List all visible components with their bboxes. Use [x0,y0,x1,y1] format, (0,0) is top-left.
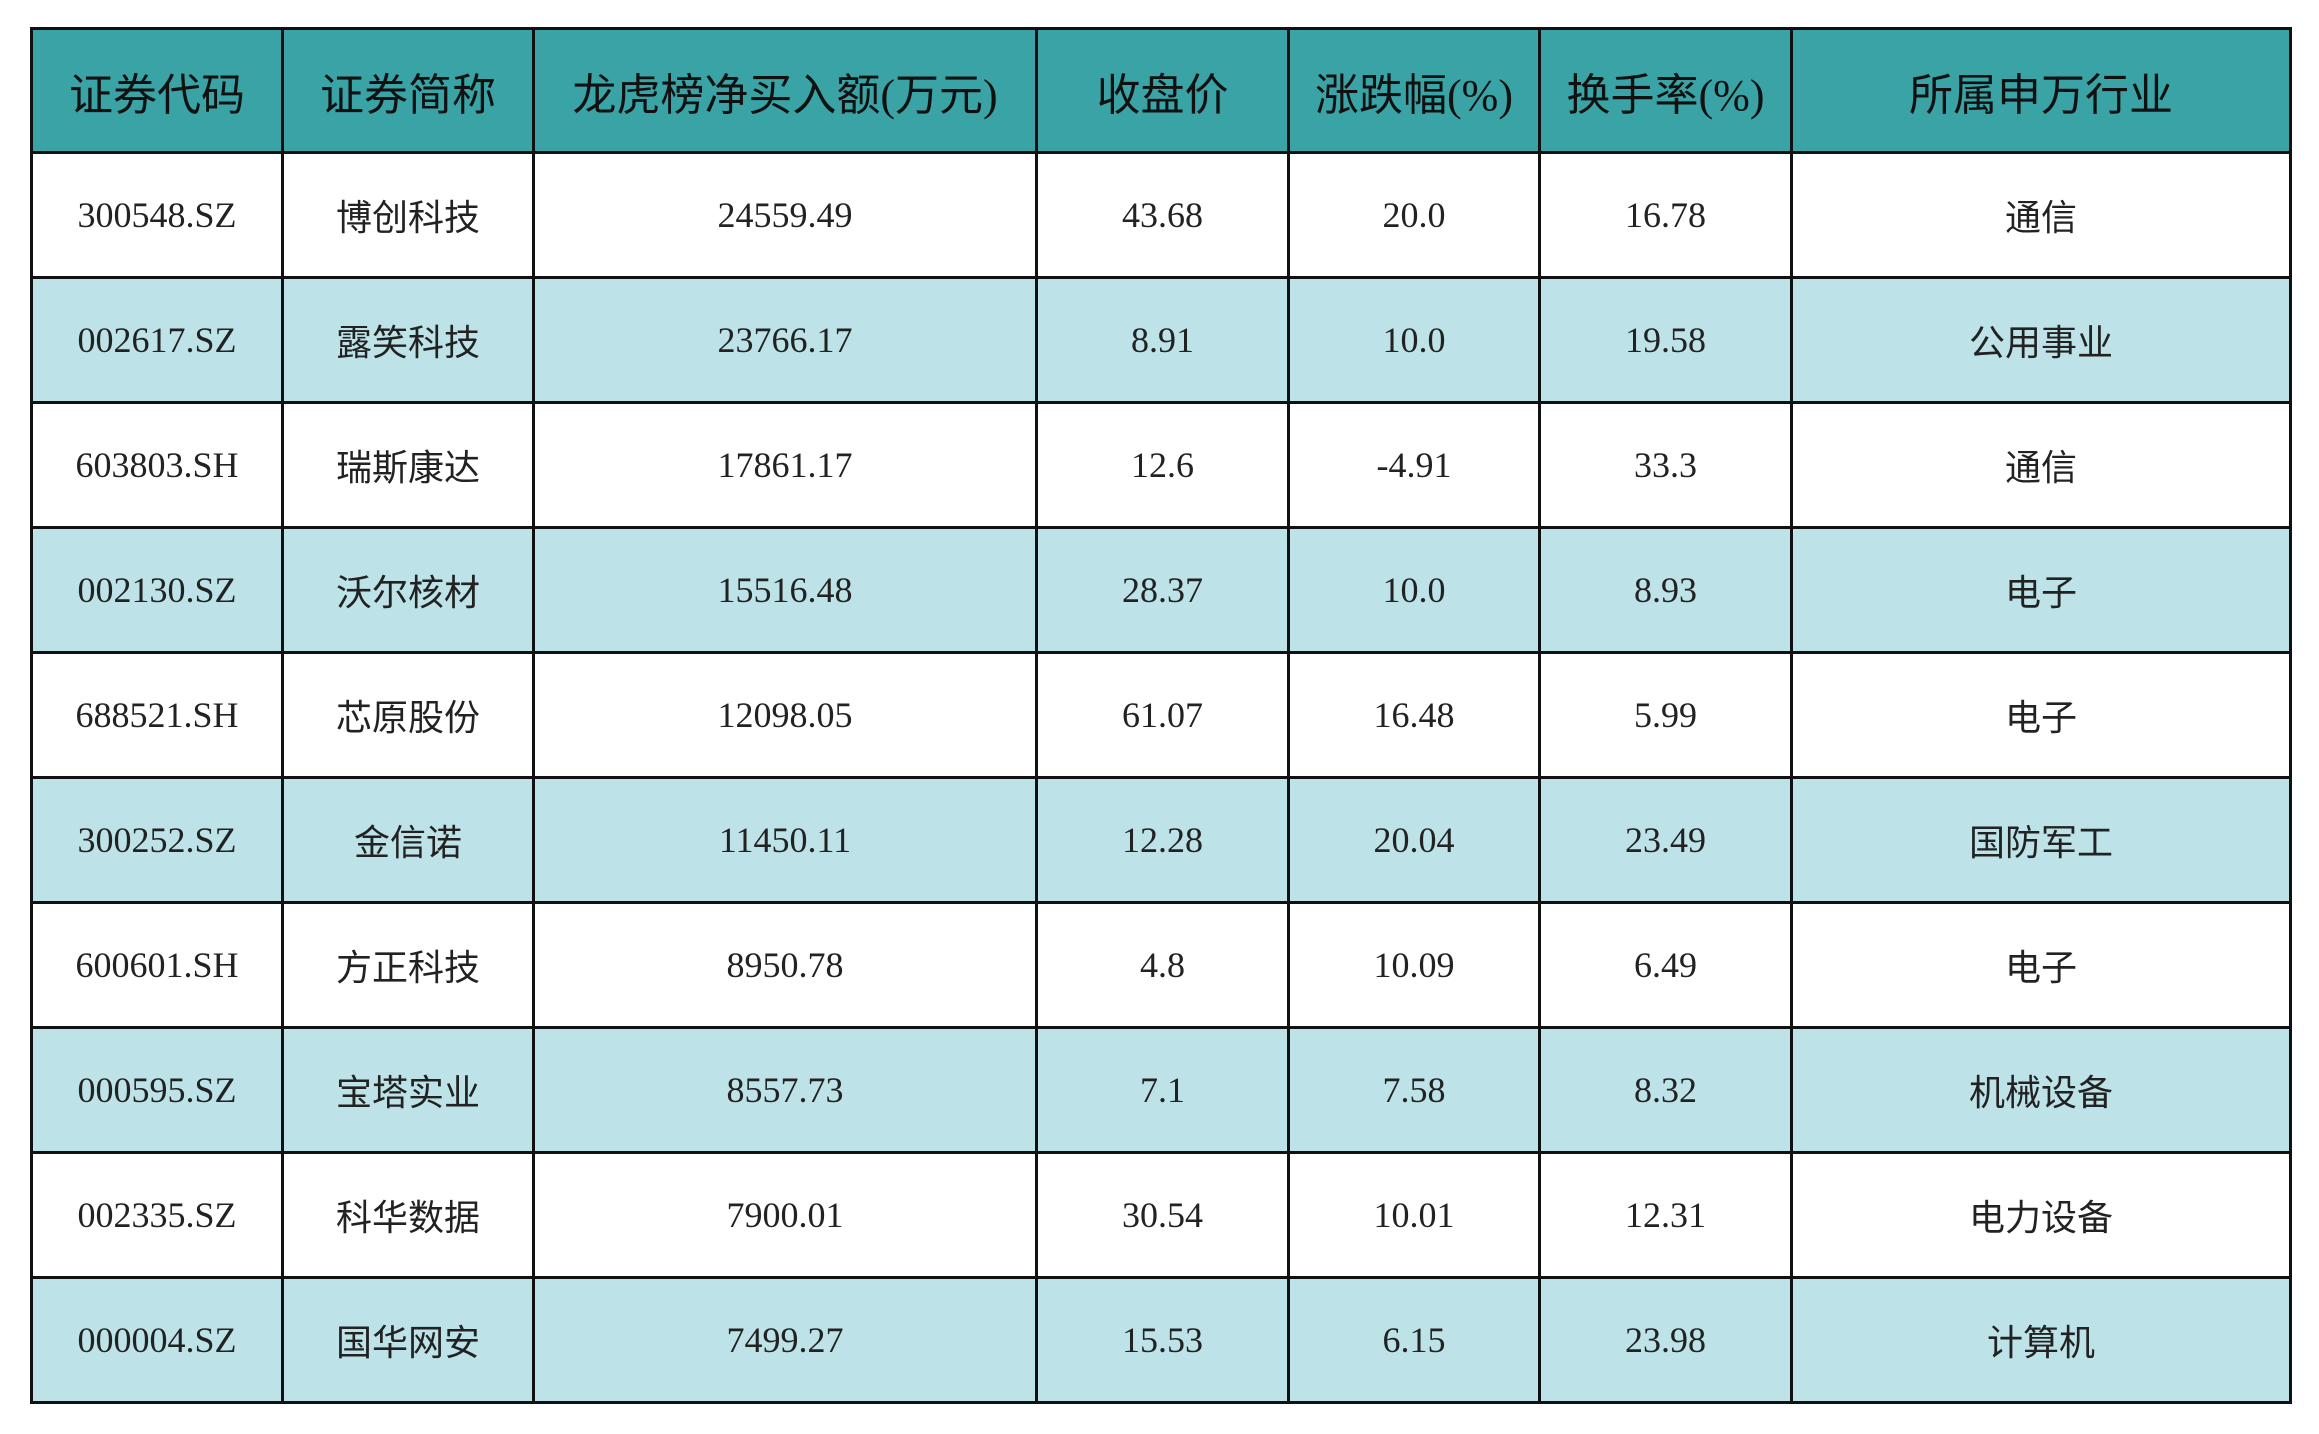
header-cell: 涨跌幅(%) [1287,27,1541,154]
table-cell: 通信 [1790,401,2292,529]
table-cell: 国防军工 [1790,776,2292,904]
table-cell: 8950.78 [532,901,1038,1029]
table-cell: 000004.SZ [30,1276,284,1404]
table-cell: 10.09 [1287,901,1541,1029]
table-cell: 6.49 [1538,901,1793,1029]
table-cell: 19.58 [1538,276,1793,404]
table-cell: 金信诺 [281,776,535,904]
table-cell: 33.3 [1538,401,1793,529]
table-cell: 12098.05 [532,651,1038,779]
table-cell: 10.0 [1287,276,1541,404]
table-cell: 国华网安 [281,1276,535,1404]
table-cell: 688521.SH [30,651,284,779]
table-cell: 电子 [1790,651,2292,779]
table-cell: 43.68 [1035,151,1290,279]
table-row: 300548.SZ 博创科技 24559.49 43.68 20.0 16.78 通信 [30,151,2292,279]
table-cell: 12.31 [1538,1151,1793,1279]
table-cell: 002617.SZ [30,276,284,404]
table-cell: 16.48 [1287,651,1541,779]
table-cell: 300548.SZ [30,151,284,279]
table-cell: 002335.SZ [30,1151,284,1279]
table-cell: 61.07 [1035,651,1290,779]
table-row: 002335.SZ 科华数据 7900.01 30.54 10.01 12.31 电力设备 [30,1151,2292,1279]
table-cell: 科华数据 [281,1151,535,1279]
table-cell: 10.0 [1287,526,1541,654]
table-row: 300252.SZ 金信诺 11450.11 12.28 20.04 23.49 国防军工 [30,776,2292,904]
table-cell: 8.91 [1035,276,1290,404]
table-cell: 7900.01 [532,1151,1038,1279]
table-cell: 方正科技 [281,901,535,1029]
table-cell: 11450.11 [532,776,1038,904]
table-cell: 计算机 [1790,1276,2292,1404]
table-cell: 电子 [1790,526,2292,654]
table-cell: 露笑科技 [281,276,535,404]
table-cell: 300252.SZ [30,776,284,904]
table-cell: 28.37 [1035,526,1290,654]
table-cell: 6.15 [1287,1276,1541,1404]
table-row: 600601.SH 方正科技 8950.78 4.8 10.09 6.49 电子 [30,901,2292,1029]
table-cell: 8.32 [1538,1026,1793,1154]
table-cell: 沃尔核材 [281,526,535,654]
table-cell: 芯原股份 [281,651,535,779]
table-cell: -4.91 [1287,401,1541,529]
table-cell: 8557.73 [532,1026,1038,1154]
table-cell: 24559.49 [532,151,1038,279]
table-cell: 机械设备 [1790,1026,2292,1154]
table-cell: 23.49 [1538,776,1793,904]
header-row: 证券代码 证券简称 龙虎榜净买入额(万元) 收盘价 涨跌幅(%) 换手率(%) 所属申万行业 [30,27,2292,154]
table-row: 002130.SZ 沃尔核材 15516.48 28.37 10.0 8.93 电子 [30,526,2292,654]
table-cell: 15.53 [1035,1276,1290,1404]
table-cell: 16.78 [1538,151,1793,279]
table-row: 603803.SH 瑞斯康达 17861.17 12.6 -4.91 33.3 通信 [30,401,2292,529]
table-cell: 电力设备 [1790,1151,2292,1279]
table-cell: 通信 [1790,151,2292,279]
header-cell: 收盘价 [1035,27,1290,154]
header-cell: 证券简称 [281,27,535,154]
table-cell: 公用事业 [1790,276,2292,404]
table-cell: 5.99 [1538,651,1793,779]
header-cell: 换手率(%) [1538,27,1793,154]
table-cell: 瑞斯康达 [281,401,535,529]
data-table: 证券代码 证券简称 龙虎榜净买入额(万元) 收盘价 涨跌幅(%) 换手率(%) 所属申万行业… [30,27,2292,1404]
table-cell: 23766.17 [532,276,1038,404]
table-cell: 12.28 [1035,776,1290,904]
table-cell: 7.1 [1035,1026,1290,1154]
table-cell: 宝塔实业 [281,1026,535,1154]
table-cell: 7499.27 [532,1276,1038,1404]
table-row: 000004.SZ 国华网安 7499.27 15.53 6.15 23.98 计算机 [30,1276,2292,1404]
header-cell: 龙虎榜净买入额(万元) [532,27,1038,154]
table-cell: 600601.SH [30,901,284,1029]
table-cell: 10.01 [1287,1151,1541,1279]
table-body: 300548.SZ 博创科技 24559.49 43.68 20.0 16.78 通信 002… [30,151,2292,1404]
table-cell: 4.8 [1035,901,1290,1029]
table-cell: 15516.48 [532,526,1038,654]
header-cell: 所属申万行业 [1790,27,2292,154]
table-cell: 23.98 [1538,1276,1793,1404]
table-cell: 博创科技 [281,151,535,279]
table-cell: 8.93 [1538,526,1793,654]
table-cell: 12.6 [1035,401,1290,529]
table-cell: 20.04 [1287,776,1541,904]
table-row: 002617.SZ 露笑科技 23766.17 8.91 10.0 19.58 公用事业 [30,276,2292,404]
table-cell: 20.0 [1287,151,1541,279]
table-cell: 7.58 [1287,1026,1541,1154]
table-cell: 30.54 [1035,1151,1290,1279]
table-row: 000595.SZ 宝塔实业 8557.73 7.1 7.58 8.32 机械设备 [30,1026,2292,1154]
table-cell: 002130.SZ [30,526,284,654]
table-cell: 000595.SZ [30,1026,284,1154]
table-row: 688521.SH 芯原股份 12098.05 61.07 16.48 5.99 电子 [30,651,2292,779]
header-cell: 证券代码 [30,27,284,154]
table-cell: 电子 [1790,901,2292,1029]
table-cell: 17861.17 [532,401,1038,529]
table-cell: 603803.SH [30,401,284,529]
